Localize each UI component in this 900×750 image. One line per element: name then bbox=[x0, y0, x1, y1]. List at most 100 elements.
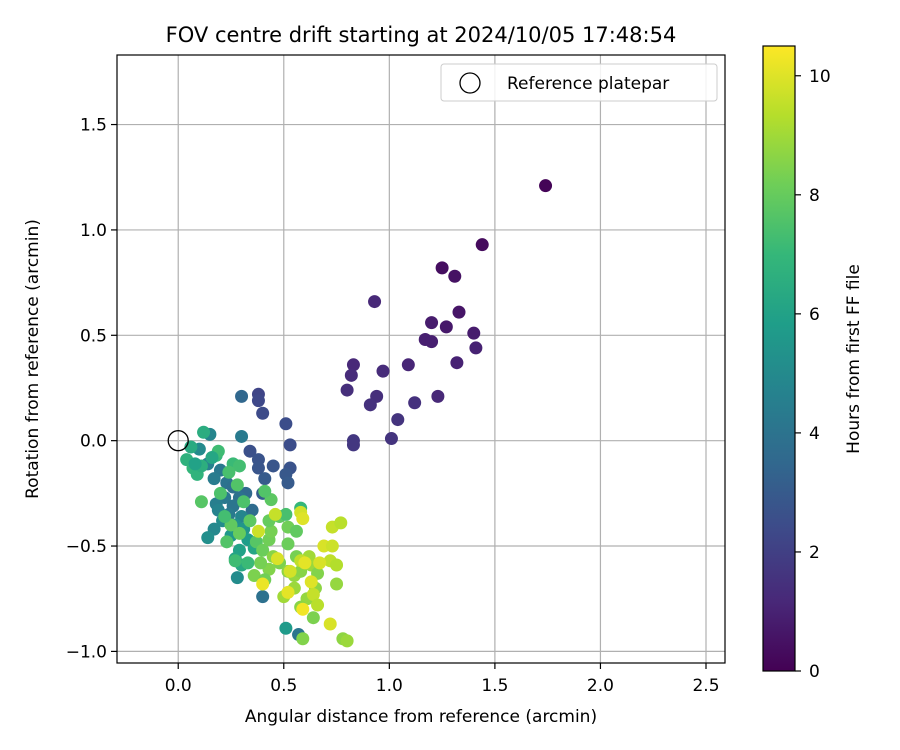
x-tick-label: 0.5 bbox=[270, 676, 297, 696]
data-point bbox=[401, 358, 415, 372]
colorbar-tick-label: 10 bbox=[809, 67, 831, 87]
data-point bbox=[256, 406, 270, 420]
scatter-points bbox=[167, 179, 553, 648]
data-point bbox=[330, 558, 344, 572]
x-tick-label: 0.0 bbox=[165, 676, 192, 696]
data-point bbox=[256, 543, 270, 557]
data-point bbox=[270, 552, 284, 566]
data-point bbox=[452, 305, 466, 319]
data-point bbox=[431, 389, 445, 403]
data-point bbox=[258, 484, 272, 498]
data-point bbox=[439, 320, 453, 334]
data-point bbox=[306, 611, 320, 625]
data-point bbox=[232, 459, 246, 473]
data-point bbox=[340, 634, 354, 648]
data-point bbox=[448, 269, 462, 283]
data-point bbox=[384, 432, 398, 446]
data-point bbox=[254, 556, 268, 570]
colorbar-tick-label: 2 bbox=[809, 543, 820, 563]
data-point bbox=[283, 564, 297, 578]
y-tick-label: 0.0 bbox=[80, 432, 107, 452]
colorbar-gradient bbox=[762, 45, 796, 672]
data-point bbox=[258, 472, 272, 486]
data-point bbox=[425, 316, 439, 330]
x-tick-label: 2.5 bbox=[692, 676, 719, 696]
data-point bbox=[188, 457, 202, 471]
data-point bbox=[539, 179, 553, 193]
data-point bbox=[376, 364, 390, 378]
data-point bbox=[213, 486, 227, 500]
data-point bbox=[408, 396, 422, 410]
y-tick-label: 1.5 bbox=[80, 116, 107, 136]
data-point bbox=[201, 531, 215, 545]
data-point bbox=[247, 569, 261, 583]
data-point bbox=[230, 478, 244, 492]
data-point bbox=[340, 383, 354, 397]
data-point bbox=[281, 537, 295, 551]
data-point bbox=[311, 598, 325, 612]
y-axis-ticks: −1.0 −0.5 0.0 0.5 1.0 1.5 bbox=[66, 116, 117, 662]
data-point bbox=[323, 617, 337, 631]
data-point bbox=[281, 585, 295, 599]
legend-box bbox=[440, 63, 718, 102]
colorbar-tick-label: 8 bbox=[809, 186, 820, 206]
plot-area bbox=[117, 55, 725, 663]
data-point bbox=[268, 507, 282, 521]
data-point bbox=[251, 461, 265, 475]
data-point bbox=[279, 417, 293, 431]
data-point bbox=[304, 575, 318, 589]
data-point bbox=[368, 295, 382, 309]
data-point bbox=[279, 507, 293, 521]
data-point bbox=[334, 516, 348, 530]
data-point bbox=[256, 577, 270, 591]
data-point bbox=[306, 588, 320, 602]
y-tick-label: 0.5 bbox=[80, 326, 107, 346]
data-point bbox=[243, 444, 257, 458]
data-point bbox=[283, 438, 297, 452]
data-point bbox=[363, 398, 377, 412]
colorbar: 0 2 4 6 8 10 Hours from first FF file bbox=[762, 45, 864, 682]
data-point bbox=[391, 413, 405, 427]
x-tick-label: 1.0 bbox=[376, 676, 403, 696]
x-axis-label: Angular distance from reference (arcmin) bbox=[245, 707, 597, 727]
data-point bbox=[220, 535, 234, 549]
data-point bbox=[251, 524, 265, 538]
data-point bbox=[241, 556, 255, 570]
data-point bbox=[330, 577, 344, 591]
legend: Reference platepar bbox=[440, 63, 718, 102]
data-point bbox=[245, 503, 259, 517]
data-point bbox=[232, 526, 246, 540]
data-point bbox=[235, 389, 249, 403]
data-point bbox=[296, 512, 310, 526]
grid-lines bbox=[117, 55, 725, 663]
data-point bbox=[344, 368, 358, 382]
data-point bbox=[467, 326, 481, 340]
plot-frame bbox=[116, 54, 726, 664]
data-point bbox=[197, 425, 211, 439]
data-point bbox=[469, 341, 483, 355]
y-tick-label: 1.0 bbox=[80, 221, 107, 241]
colorbar-tick-label: 6 bbox=[809, 305, 820, 325]
data-point bbox=[205, 451, 219, 465]
data-point bbox=[296, 632, 310, 646]
x-tick-label: 1.5 bbox=[481, 676, 508, 696]
data-point bbox=[313, 556, 327, 570]
data-point bbox=[194, 495, 208, 509]
chart-title: FOV centre drift starting at 2024/10/05 … bbox=[166, 23, 677, 47]
colorbar-tick-label: 4 bbox=[809, 424, 820, 444]
data-point bbox=[346, 438, 360, 452]
y-tick-label: −0.5 bbox=[66, 537, 107, 557]
data-point bbox=[325, 539, 339, 553]
data-point bbox=[222, 465, 236, 479]
reference-platepar-marker bbox=[167, 430, 189, 452]
x-tick-label: 2.0 bbox=[587, 676, 614, 696]
data-point bbox=[281, 476, 295, 490]
data-point bbox=[266, 459, 280, 473]
data-point bbox=[243, 514, 257, 528]
data-point bbox=[235, 429, 249, 443]
data-point bbox=[475, 238, 489, 252]
x-axis-ticks: 0.0 0.5 1.0 1.5 2.0 2.5 bbox=[165, 663, 720, 696]
data-point bbox=[450, 356, 464, 370]
colorbar-label: Hours from first FF file bbox=[844, 264, 864, 454]
